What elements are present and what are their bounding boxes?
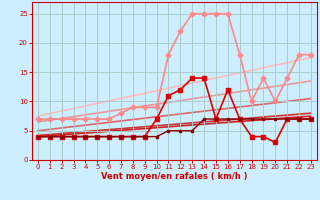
X-axis label: Vent moyen/en rafales ( km/h ): Vent moyen/en rafales ( km/h ) <box>101 172 248 181</box>
